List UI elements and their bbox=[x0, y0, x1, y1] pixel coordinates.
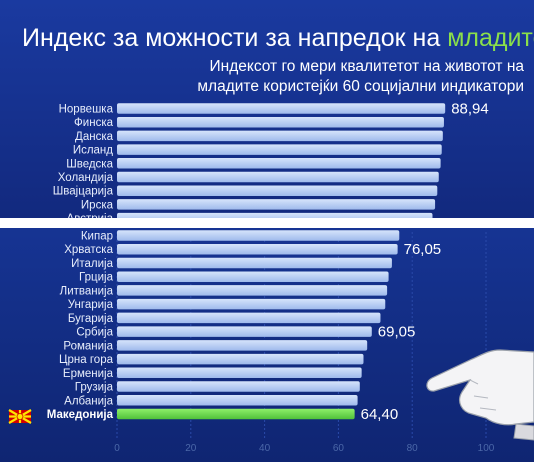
title-prefix: Индекс за можности за напредок на bbox=[22, 24, 447, 52]
bottom-category-label: Литванија bbox=[60, 285, 114, 297]
bottom-bar bbox=[117, 271, 389, 282]
bottom-category-label: Македонија bbox=[47, 409, 114, 421]
bottom-category-label: Црна гора bbox=[59, 354, 114, 366]
bottom-category-label: Кипар bbox=[81, 231, 113, 243]
bottom-bar bbox=[117, 367, 362, 379]
top-bar bbox=[117, 171, 439, 183]
top-bar bbox=[117, 185, 438, 196]
x-tick-label: 40 bbox=[259, 443, 271, 454]
x-axis: 0 20 40 60 80 100 bbox=[114, 443, 495, 454]
top-bar bbox=[117, 199, 436, 210]
top-category-label: Исланд bbox=[73, 145, 113, 157]
top-category-label: Норвешка bbox=[59, 104, 114, 116]
bottom-category-label: Грузија bbox=[75, 382, 114, 394]
pointing-hand-icon bbox=[426, 349, 534, 441]
top-category-label: Холандија bbox=[58, 172, 114, 184]
bottom-data-label: 69,05 bbox=[378, 324, 416, 341]
x-tick-label: 80 bbox=[407, 443, 419, 454]
bottom-category-label: Албанија bbox=[64, 395, 113, 407]
bottom-bar bbox=[117, 340, 368, 351]
top-category-label: Австрија bbox=[67, 213, 114, 225]
bottom-bar bbox=[117, 408, 355, 420]
top-category-label: Шведска bbox=[66, 158, 113, 170]
top-bar bbox=[117, 103, 446, 114]
x-tick-label: 20 bbox=[185, 443, 197, 454]
panel-gap bbox=[0, 218, 534, 228]
bottom-category-label: Грција bbox=[79, 272, 114, 284]
bottom-bar bbox=[117, 395, 358, 406]
top-category-label: Данска bbox=[75, 131, 114, 143]
bottom-bar bbox=[117, 285, 388, 296]
bottom-bar bbox=[117, 381, 360, 392]
bottom-category-label: Италија bbox=[71, 258, 113, 270]
bottom-category-label: Романија bbox=[63, 340, 113, 352]
top-category-label: Швајцарија bbox=[53, 186, 114, 198]
top-category-label: Ирска bbox=[81, 199, 114, 211]
chart-title: Индекс за можности за напредок на младит… bbox=[22, 24, 534, 52]
bottom-data-label: 64,40 bbox=[361, 406, 399, 423]
x-tick-label: 100 bbox=[478, 443, 495, 454]
bottom-bar bbox=[117, 257, 392, 269]
top-bar bbox=[117, 144, 442, 155]
subtitle-line-2: младите користејќи 60 социјални индикато… bbox=[197, 78, 524, 95]
bottom-bar bbox=[117, 312, 381, 324]
bottom-data-label: 76,05 bbox=[404, 241, 442, 258]
bottom-category-label: Бугарија bbox=[68, 313, 114, 325]
x-tick-label: 60 bbox=[333, 443, 345, 454]
bottom-bar bbox=[117, 298, 386, 310]
bottom-category-label: Унгарија bbox=[68, 299, 114, 311]
flag-icon bbox=[8, 409, 32, 424]
title-accent: младите bbox=[447, 24, 534, 52]
bottom-category-label: Хрватска bbox=[64, 244, 113, 256]
top-bar bbox=[117, 212, 433, 218]
x-tick-label: 0 bbox=[114, 443, 120, 454]
bottom-category-label: Ерменија bbox=[63, 368, 114, 380]
top-category-label: Финска bbox=[74, 117, 114, 129]
top-bar bbox=[117, 116, 444, 128]
subtitle-line-1: Индексот го мери квалитетот на животот н… bbox=[210, 58, 525, 75]
bottom-category-label: Србија bbox=[76, 327, 113, 339]
top-data-label: 88,94 bbox=[451, 101, 489, 118]
bottom-bar bbox=[117, 326, 372, 337]
top-bar bbox=[117, 130, 443, 142]
bottom-bar bbox=[117, 353, 364, 365]
bottom-bar bbox=[117, 230, 400, 241]
top-bar bbox=[117, 158, 441, 169]
bottom-bar bbox=[117, 243, 398, 255]
